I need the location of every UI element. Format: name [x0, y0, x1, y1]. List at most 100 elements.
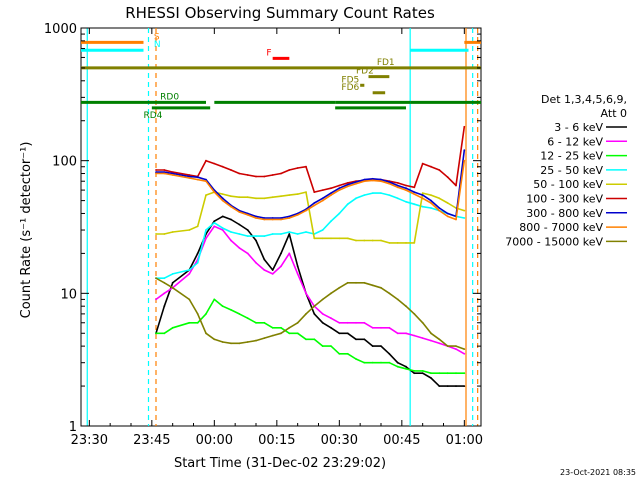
series-point: [305, 313, 307, 315]
series-point: [330, 187, 332, 190]
series-point: [430, 194, 432, 197]
series-point: [463, 348, 466, 350]
footer-timestamp: 23-Oct-2021 08:35: [560, 468, 636, 477]
legend-label: 100 - 300 keV: [526, 193, 603, 206]
series-point: [271, 269, 274, 271]
series-point: [421, 192, 424, 195]
series-point: [413, 193, 416, 196]
series-point: [255, 197, 257, 200]
series-point: [230, 309, 232, 311]
series-point: [163, 277, 166, 280]
flag-label-fd6: FD6: [341, 83, 359, 93]
series-point: [155, 169, 157, 171]
series-point: [396, 182, 399, 184]
series-point: [263, 337, 266, 339]
series-point: [413, 334, 416, 337]
series-point: [355, 281, 357, 284]
series-point: [421, 372, 424, 375]
series-point: [188, 175, 191, 178]
series-point: [413, 372, 416, 375]
series-point: [305, 292, 307, 295]
series-point: [238, 233, 241, 235]
series-point: [396, 184, 399, 187]
series-point: [338, 184, 341, 187]
series-point: [355, 338, 357, 341]
series-point: [413, 242, 416, 244]
series-point: [421, 194, 424, 197]
series-point: [188, 269, 191, 271]
series-point: [371, 179, 374, 182]
series-point: [280, 218, 282, 221]
series-point: [446, 215, 449, 218]
x-tick-label: 23:30: [71, 433, 108, 448]
series-point: [463, 159, 466, 162]
series-point: [271, 218, 274, 221]
series-point: [388, 352, 391, 355]
series-point: [263, 321, 266, 324]
series-point: [263, 235, 266, 238]
series-point: [430, 339, 432, 342]
series-point: [313, 338, 316, 341]
series-point: [346, 185, 349, 188]
series-point: [405, 367, 407, 370]
series-point: [230, 205, 232, 208]
x-axis-label: Start Time (31-Dec-02 23:29:02): [174, 456, 386, 471]
series-point: [346, 203, 349, 206]
series-point: [163, 233, 166, 235]
series-point: [463, 352, 466, 355]
series-point: [463, 149, 466, 152]
series-point: [463, 125, 466, 128]
series-point: [188, 273, 191, 275]
series-point: [213, 338, 216, 341]
series-point: [430, 372, 432, 375]
series-point: [405, 242, 407, 244]
series-point: [363, 180, 366, 183]
series-point: [338, 189, 341, 192]
legend-label: 12 - 25 keV: [540, 150, 603, 163]
series-point: [246, 214, 249, 216]
series-point: [346, 352, 349, 355]
series-point: [413, 313, 416, 315]
series-point: [438, 385, 441, 387]
legend-label: 3 - 6 keV: [554, 121, 603, 134]
series-point: [171, 172, 174, 175]
series-point: [296, 193, 299, 196]
series-point: [196, 252, 199, 255]
series-point: [355, 239, 357, 242]
series-point: [163, 305, 166, 308]
series-point: [371, 284, 374, 287]
series-point: [380, 192, 382, 195]
series-point: [330, 345, 332, 347]
flag-label-rd0: RD0: [160, 92, 179, 102]
series-point: [171, 273, 174, 275]
series-point: [396, 332, 399, 335]
series-point: [455, 218, 457, 221]
series-point: [171, 281, 174, 284]
series-point: [438, 338, 441, 341]
series-point: [455, 345, 457, 347]
series-point: [188, 321, 191, 324]
series-point: [380, 361, 382, 364]
series-point: [188, 177, 191, 179]
series-point: [355, 181, 357, 183]
series-point: [155, 332, 157, 335]
series-point: [238, 342, 241, 345]
series-point: [171, 174, 174, 176]
series-point: [405, 187, 407, 190]
series-point: [221, 341, 224, 343]
series-point: [330, 194, 332, 197]
series-point: [413, 370, 416, 372]
y-tick-label: 10: [60, 287, 77, 302]
series-point: [388, 326, 391, 329]
series-point: [296, 265, 299, 268]
series-point: [388, 181, 391, 183]
series-point: [321, 197, 324, 200]
series-point: [280, 195, 282, 198]
series-point: [413, 203, 416, 206]
series-point: [280, 265, 282, 268]
series-point: [288, 252, 291, 255]
series-point: [421, 197, 424, 200]
series-point: [196, 178, 199, 181]
series-point: [438, 209, 441, 212]
flag-label-rd4: RD4: [144, 111, 163, 121]
